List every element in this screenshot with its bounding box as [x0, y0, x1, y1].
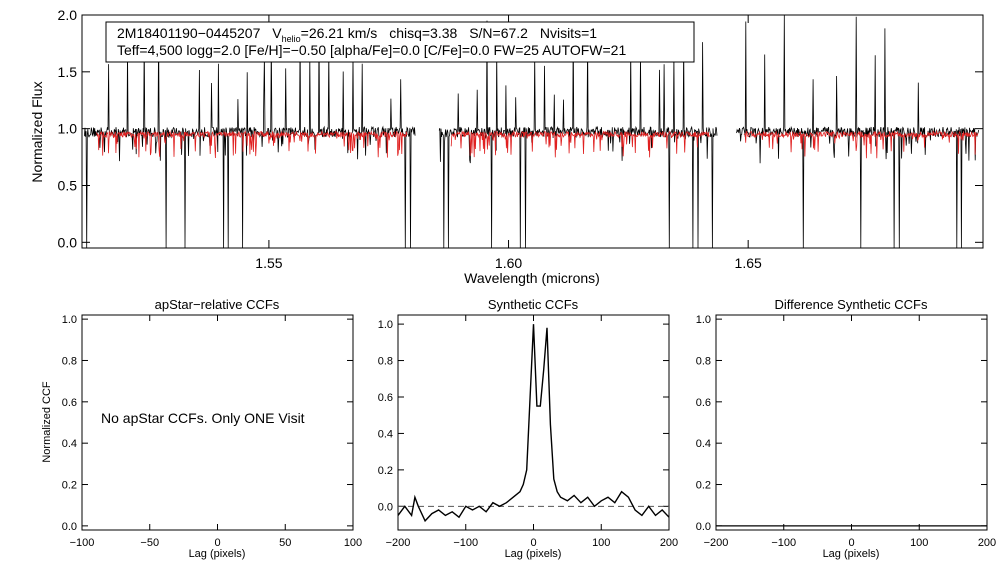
apstar-ccf-panel: −100 −50 0 50 100 0.0 0.2 0.4 0.6 0.8 1.0 apStar−r… — [41, 297, 362, 560]
x-tick-label: 0 — [848, 537, 854, 549]
y-tick-label: 0.2 — [62, 480, 77, 492]
model-spectrum-line — [96, 130, 979, 159]
vhelio-value: =26.21 km/s — [301, 25, 378, 41]
y-tick-label: 0.0 — [58, 234, 78, 250]
y-tick-label: 0.4 — [696, 438, 711, 450]
difference-ccf-title: Difference Synthetic CCFs — [775, 297, 928, 312]
star-id: 2M18401190−0445207 — [117, 25, 261, 41]
synthetic-ccf-lines — [397, 324, 670, 523]
difference-ccf-frame — [715, 314, 988, 531]
y-tick-label: 1.0 — [58, 121, 78, 137]
spectrum-ticks: 1.55 1.60 1.65 0.0 0.5 1.0 1.5 2.0 — [58, 7, 983, 271]
apstar-ccf-annotation: No apStar CCFs. Only ONE Visit — [101, 410, 305, 426]
vhelio-subscript: helio — [282, 34, 301, 44]
y-tick-label: 0.4 — [62, 438, 77, 450]
y-tick-label: 0.6 — [62, 397, 77, 409]
y-tick-label: 2.0 — [58, 7, 78, 23]
synthetic-ccf-path — [397, 324, 670, 523]
y-tick-label: 0.8 — [378, 356, 393, 368]
y-tick-label: 0.4 — [378, 428, 393, 440]
x-tick-label: −200 — [386, 537, 411, 549]
y-tick-label: 0.2 — [696, 480, 711, 492]
chisq-value: chisq=3.38 — [389, 25, 457, 41]
x-tick-label: −100 — [70, 537, 95, 549]
x-tick-label: 0 — [214, 537, 220, 549]
y-tick-label: 0.8 — [62, 355, 77, 367]
x-tick-label: −100 — [771, 537, 796, 549]
y-tick-label: 0.0 — [62, 521, 77, 533]
apstar-ccf-ylabel: Normalized CCF — [41, 381, 53, 463]
x-tick-label: 100 — [910, 537, 928, 549]
difference-ccf-ticks: −200 −100 0 100 200 0.0 0.2 0.4 0.6 0.8 1.0 — [696, 314, 996, 549]
y-tick-label: 1.0 — [378, 319, 393, 331]
model-spectrum-path — [96, 130, 979, 159]
synthetic-ccf-ticks: −200 −100 0 100 200 0.0 0.2 0.4 0.6 0.8 1.0 — [378, 315, 678, 549]
nvisits-value: Nvisits=1 — [540, 25, 597, 41]
x-tick-label: 100 — [344, 537, 362, 549]
synthetic-ccf-title: Synthetic CCFs — [488, 297, 579, 312]
y-tick-label: 0.6 — [378, 392, 393, 404]
x-tick-label: 50 — [279, 537, 291, 549]
spectrum-frame — [81, 14, 984, 249]
difference-ccf-xlabel: Lag (pixels) — [823, 548, 880, 560]
spectrum-panel: 1.55 1.60 1.65 0.0 0.5 1.0 1.5 2.0 Wavelength (… — [29, 7, 984, 286]
y-tick-label: 0.0 — [696, 521, 711, 533]
x-tick-label: 1.65 — [735, 255, 762, 271]
spectrum-xlabel: Wavelength (microns) — [464, 270, 600, 286]
y-tick-label: 1.5 — [58, 64, 78, 80]
x-tick-label: 200 — [978, 537, 996, 549]
info-box — [105, 21, 695, 63]
x-tick-label: −100 — [453, 537, 478, 549]
y-tick-label: 0.8 — [696, 355, 711, 367]
y-tick-label: 0.5 — [58, 177, 78, 193]
x-tick-label: 0 — [530, 537, 536, 549]
info-line-1: 2M18401190−0445207 Vhelio=26.21 km/s chi… — [117, 25, 597, 44]
apstar-ccf-ticks: −100 −50 0 50 100 0.0 0.2 0.4 0.6 0.8 1.0 — [62, 314, 362, 549]
x-tick-label: 200 — [660, 537, 678, 549]
y-tick-label: 1.0 — [696, 314, 711, 326]
synthetic-ccf-xlabel: Lag (pixels) — [505, 548, 562, 560]
difference-ccf-panel: −200 −100 0 100 200 0.0 0.2 0.4 0.6 0.8 1.0 Differ… — [696, 297, 996, 560]
x-tick-label: 1.60 — [495, 255, 522, 271]
snr-value: S/N=67.2 — [469, 25, 528, 41]
y-tick-label: 0.6 — [696, 397, 711, 409]
apstar-ccf-xlabel: Lag (pixels) — [189, 548, 246, 560]
x-tick-label: 100 — [592, 537, 610, 549]
y-tick-label: 0.2 — [378, 465, 393, 477]
x-tick-label: −50 — [140, 537, 159, 549]
y-tick-label: 0.0 — [378, 501, 393, 513]
x-tick-label: 1.55 — [255, 255, 282, 271]
synthetic-ccf-panel: −200 −100 0 100 200 0.0 0.2 0.4 0.6 0.8 1.0 Synthe… — [378, 297, 678, 560]
vhelio-prefix: V — [272, 25, 282, 41]
y-tick-label: 1.0 — [62, 314, 77, 326]
info-line-2: Teff=4,500 logg=2.0 [Fe/H]=−0.50 [alpha/… — [117, 42, 626, 58]
apstar-ccf-title: apStar−relative CCFs — [155, 297, 280, 312]
spectrum-ylabel: Normalized Flux — [29, 81, 45, 182]
x-tick-label: −200 — [704, 537, 729, 549]
